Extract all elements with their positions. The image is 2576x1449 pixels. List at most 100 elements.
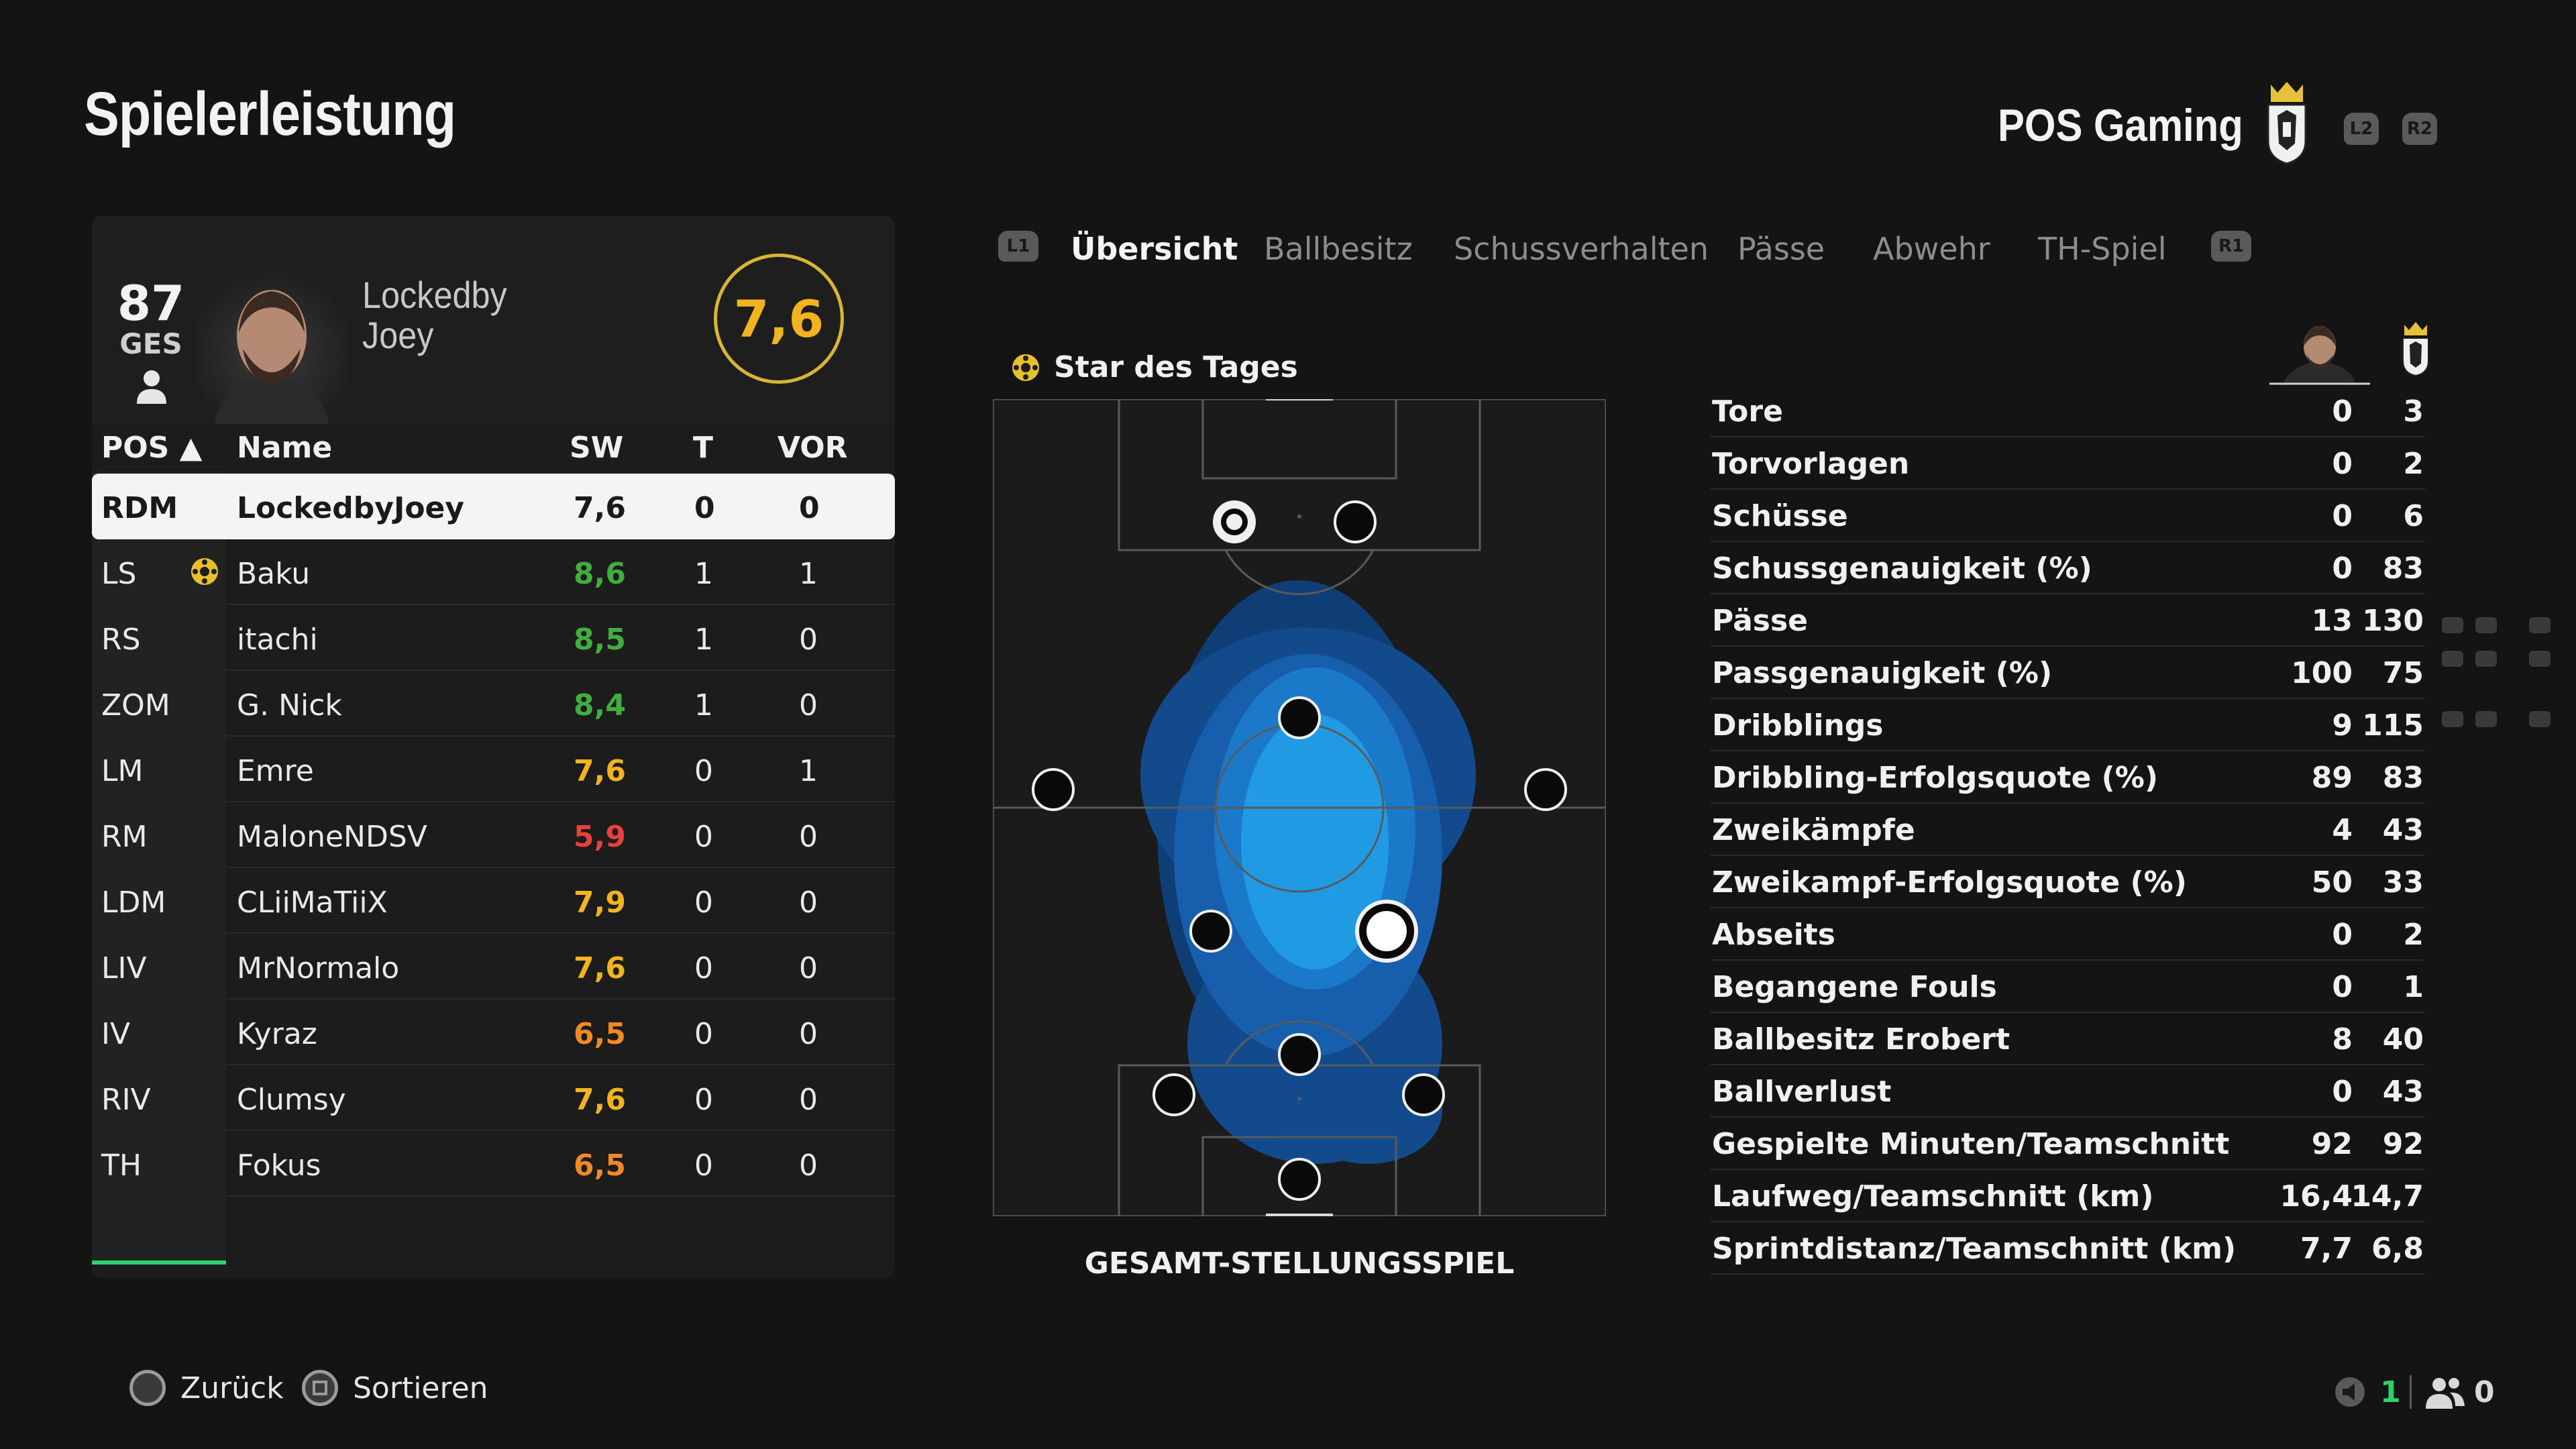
col-header-name[interactable]: Name bbox=[237, 431, 333, 465]
team-name: POS Gaming bbox=[1998, 100, 2243, 151]
row-goals: 0 bbox=[694, 491, 715, 525]
stat-divider bbox=[1711, 855, 2425, 856]
stat-team-value: 6,8 bbox=[2371, 1232, 2424, 1266]
stat-row: Laufweg/Teamschnitt (km) 16,4 14,7 bbox=[1711, 1170, 2425, 1222]
row-rating: 7,6 bbox=[574, 951, 626, 985]
tab-paesse[interactable]: Pässe bbox=[1737, 231, 1825, 267]
row-pos: LDM bbox=[101, 885, 166, 920]
table-row[interactable]: LDM CLiiMaTiiX 7,9 0 0 bbox=[92, 868, 895, 934]
r2-button-icon[interactable]: R2 bbox=[2402, 113, 2437, 145]
stat-divider bbox=[1711, 1273, 2425, 1275]
table-row[interactable]: IV Kyraz 6,5 0 0 bbox=[92, 1000, 895, 1065]
stat-label: Sprintdistanz/Teamschnitt (km) bbox=[1712, 1232, 2237, 1266]
stat-divider bbox=[1711, 436, 2425, 437]
table-row[interactable]: LIV MrNormalo 7,6 0 0 bbox=[92, 934, 895, 1000]
stat-player-value: 0 bbox=[2332, 499, 2353, 533]
row-pos: RDM bbox=[101, 491, 178, 525]
person-icon bbox=[137, 370, 166, 404]
back-button[interactable]: Zurück bbox=[129, 1370, 284, 1406]
tab-th-spiel[interactable]: TH-Spiel bbox=[2038, 231, 2167, 267]
r1-button-icon[interactable]: R1 bbox=[2211, 231, 2251, 262]
overall-rating: 87 bbox=[117, 275, 185, 331]
row-pos: RM bbox=[101, 820, 148, 854]
table-row[interactable]: LS Baku 8,6 1 1 bbox=[92, 539, 895, 605]
table-header: POS ▲ Name SW T VOR bbox=[92, 424, 895, 471]
row-divider bbox=[226, 1064, 895, 1065]
stat-team-value: 2 bbox=[2403, 918, 2424, 952]
stat-row: Tore 0 3 bbox=[1711, 385, 2425, 437]
match-rating-circle: 7,6 bbox=[714, 254, 844, 384]
row-divider bbox=[226, 801, 895, 802]
row-goals: 0 bbox=[694, 1148, 713, 1183]
stat-team-value: 3 bbox=[2403, 394, 2424, 429]
selection-indicator-bar bbox=[92, 1260, 226, 1265]
row-rating: 6,5 bbox=[574, 1148, 626, 1183]
stat-player-value: 89 bbox=[2311, 761, 2353, 795]
heatmap-title: GESAMT-STELLUNGSSPIEL bbox=[1084, 1246, 1515, 1281]
table-row[interactable]: RM MaloneNDSV 5,9 0 0 bbox=[92, 802, 895, 868]
table-row[interactable]: RIV Clumsy 7,6 0 0 bbox=[92, 1065, 895, 1131]
row-pos: TH bbox=[101, 1148, 142, 1183]
row-pos: ZOM bbox=[101, 688, 170, 722]
stat-row: Schussgenauigkeit (%) 0 83 bbox=[1711, 542, 2425, 594]
row-divider bbox=[226, 669, 895, 671]
stat-player-value: 0 bbox=[2332, 447, 2353, 481]
row-name: Kyraz bbox=[237, 1017, 317, 1051]
stat-row: Passgenauigkeit (%) 100 75 bbox=[1711, 647, 2425, 699]
col-header-goals[interactable]: T bbox=[693, 431, 714, 465]
table-row[interactable]: TH Fokus 6,5 0 0 bbox=[92, 1131, 895, 1197]
stat-row: Zweikämpfe 4 43 bbox=[1711, 804, 2425, 856]
row-rating: 8,5 bbox=[574, 623, 626, 657]
row-name: LockedbyJoey bbox=[237, 491, 465, 525]
stat-row: Abseits 0 2 bbox=[1711, 908, 2425, 961]
stat-team-value: 6 bbox=[2403, 499, 2424, 533]
table-row[interactable]: RDM LockedbyJoey 7,6 0 0 bbox=[92, 474, 895, 539]
col-header-assists[interactable]: VOR bbox=[777, 431, 848, 465]
stat-label: Zweikampf-Erfolgsquote (%) bbox=[1712, 865, 2187, 900]
circle-button-icon bbox=[129, 1370, 166, 1406]
stat-player-value: 0 bbox=[2332, 918, 2353, 952]
sort-button[interactable]: Sortieren bbox=[302, 1370, 488, 1406]
stat-team-value: 83 bbox=[2382, 761, 2424, 795]
star-of-day-icon bbox=[1012, 354, 1039, 381]
row-name: Clumsy bbox=[237, 1083, 346, 1117]
col-header-pos[interactable]: POS ▲ bbox=[101, 431, 203, 465]
stat-team-value: 75 bbox=[2382, 656, 2424, 690]
l2-button-icon[interactable]: L2 bbox=[2344, 113, 2379, 145]
tab-ballbesitz[interactable]: Ballbesitz bbox=[1264, 231, 1413, 267]
row-divider bbox=[226, 604, 895, 605]
row-rating: 5,9 bbox=[574, 820, 626, 854]
star-of-day-icon bbox=[191, 558, 218, 585]
stat-label: Laufweg/Teamschnitt (km) bbox=[1712, 1179, 2154, 1214]
overall-label: GES bbox=[119, 327, 182, 360]
tab-schussverhalten[interactable]: Schussverhalten bbox=[1454, 231, 1709, 267]
stat-divider bbox=[1711, 1064, 2425, 1065]
stat-player-value: 0 bbox=[2332, 551, 2353, 586]
stat-label: Passgenauigkeit (%) bbox=[1712, 656, 2053, 690]
tab-uebersicht[interactable]: Übersicht bbox=[1071, 231, 1238, 267]
stat-team-value: 40 bbox=[2382, 1022, 2424, 1057]
table-row[interactable]: RS itachi 8,5 1 0 bbox=[92, 605, 895, 671]
speaker-count: 1 bbox=[2380, 1375, 2401, 1409]
table-row[interactable]: ZOM G. Nick 8,4 1 0 bbox=[92, 671, 895, 737]
row-goals: 0 bbox=[694, 1083, 713, 1117]
stat-label: Tore bbox=[1712, 394, 1783, 429]
stat-divider bbox=[1711, 907, 2425, 908]
back-label: Zurück bbox=[180, 1371, 284, 1405]
stat-divider bbox=[1711, 1169, 2425, 1170]
row-assists: 0 bbox=[799, 820, 818, 854]
row-divider bbox=[226, 1130, 895, 1131]
col-header-rating[interactable]: SW bbox=[570, 431, 624, 465]
team-crest-icon bbox=[2267, 82, 2307, 165]
stat-team-value: 43 bbox=[2382, 1075, 2424, 1109]
table-row[interactable]: LM Emre 7,6 0 1 bbox=[92, 737, 895, 802]
player-thumbnail bbox=[2269, 326, 2370, 385]
stat-divider bbox=[1711, 541, 2425, 542]
l1-button-icon[interactable]: L1 bbox=[998, 231, 1038, 262]
stat-player-value: 0 bbox=[2332, 394, 2353, 429]
tab-abwehr[interactable]: Abwehr bbox=[1873, 231, 1990, 267]
stat-divider bbox=[1711, 1221, 2425, 1222]
row-rating: 7,9 bbox=[574, 885, 626, 920]
stadium-lights-decoration bbox=[2442, 617, 2551, 727]
stat-player-value: 16,4 bbox=[2279, 1179, 2353, 1214]
